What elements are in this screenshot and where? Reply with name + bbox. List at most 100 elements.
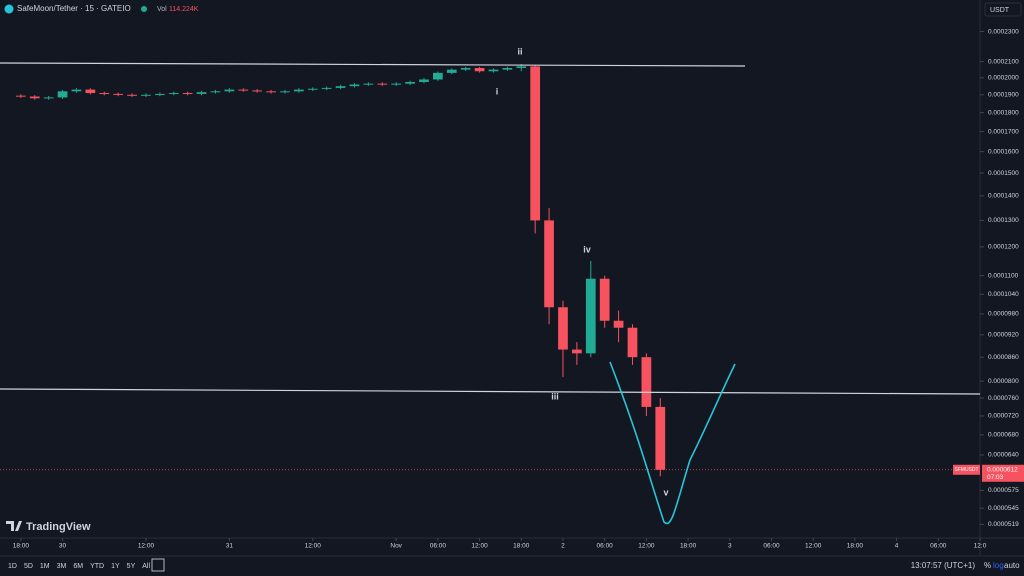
candle-body: [182, 93, 193, 95]
y-tick-label: 0.0001200: [988, 244, 1019, 251]
logo-icon: [6, 521, 22, 531]
x-tick-label: Nov: [390, 543, 402, 550]
y-tick-label: 0.0000760: [988, 395, 1019, 402]
candle-body: [224, 89, 235, 92]
y-tick-label: 0.0000680: [988, 432, 1019, 439]
candle-body: [15, 95, 26, 97]
candle-body: [419, 79, 429, 82]
candle-body: [266, 91, 276, 93]
price-tag-value: 0.0000612: [987, 466, 1018, 473]
candle-body: [405, 81, 415, 84]
auto-toggle[interactable]: auto: [1004, 561, 1020, 570]
price-tag-symbol: SFMUSDT: [954, 467, 978, 473]
y-tick-label: 0.0001100: [988, 272, 1019, 279]
y-tick-label: 0.0000980: [988, 311, 1019, 318]
candle-body: [113, 93, 124, 95]
candle-body: [516, 66, 527, 69]
percent-toggle[interactable]: %: [984, 561, 991, 570]
x-tick-label: 12:00: [471, 543, 488, 550]
projection-curve[interactable]: [609, 361, 736, 525]
wave-label: iv: [583, 244, 591, 254]
range-button[interactable]: YTD: [90, 563, 104, 570]
candle-body: [29, 96, 40, 99]
range-button[interactable]: 5D: [24, 563, 33, 570]
candle-body: [474, 68, 485, 72]
tradingview-logo[interactable]: TradingView: [26, 521, 91, 533]
y-tick-label: 0.0000519: [988, 521, 1019, 528]
y-tick-label: 0.0001900: [988, 92, 1019, 99]
y-tick-label: 0.0001800: [988, 109, 1019, 116]
wave-label: i: [496, 86, 499, 96]
range-button[interactable]: 1Y: [111, 563, 120, 570]
range-button[interactable]: All: [142, 563, 150, 570]
candle-body: [502, 68, 513, 70]
y-tick-label: 0.0000920: [988, 332, 1019, 339]
symbol-title[interactable]: SafeMoon/Tether · 15 · GATEIO: [17, 4, 131, 13]
currency-label[interactable]: USDT: [990, 7, 1010, 14]
wave-label: iii: [551, 391, 559, 401]
plot-area: [0, 31, 984, 541]
vol-label: Vol: [157, 6, 167, 13]
candle-body: [627, 327, 638, 358]
candle-body: [363, 83, 374, 85]
support-line[interactable]: [0, 388, 981, 395]
candle-body: [335, 86, 346, 88]
candle-body: [280, 91, 290, 93]
range-button[interactable]: 5Y: [127, 563, 136, 570]
range-button[interactable]: 3M: [57, 563, 67, 570]
candle-body: [238, 89, 249, 91]
candle-body: [460, 68, 471, 70]
y-tick-label: 0.0000720: [988, 413, 1019, 420]
candle-body: [349, 84, 360, 87]
candle-body: [168, 93, 179, 95]
candle-body: [307, 88, 318, 90]
candle-body: [585, 278, 596, 354]
date-range-icon[interactable]: [151, 558, 165, 572]
candle-body: [321, 87, 332, 89]
candle-body: [530, 66, 541, 221]
x-tick-label: 12:00: [138, 543, 155, 550]
x-tick-label: 06:00: [597, 543, 614, 550]
y-tick-label: 0.0000575: [988, 487, 1019, 494]
candle-body: [391, 83, 402, 85]
x-tick-label: 30: [59, 543, 67, 550]
market-status: [141, 6, 147, 12]
candle-body: [294, 89, 304, 92]
x-tick-label: 12:00: [805, 543, 822, 550]
range-button[interactable]: 1M: [40, 563, 50, 570]
range-button[interactable]: 6M: [73, 563, 83, 570]
candle-body: [252, 90, 263, 92]
y-tick-label: 0.0000800: [988, 378, 1019, 385]
candle-body: [558, 307, 568, 350]
candle-body: [57, 91, 68, 98]
candle-body: [599, 278, 610, 321]
y-tick-label: 0.0001040: [988, 291, 1019, 298]
price-tag-box: [982, 464, 1024, 482]
candle-body: [71, 89, 82, 92]
log-toggle[interactable]: log: [993, 561, 1004, 570]
x-tick-label: 06:00: [930, 543, 947, 550]
wave-label: v: [663, 487, 668, 497]
x-tick-label: 12:00: [638, 543, 655, 550]
candle-body: [655, 406, 666, 470]
candle-body: [377, 83, 388, 85]
candle-body: [154, 93, 165, 95]
x-tick-label: 2: [561, 543, 565, 550]
y-tick-label: 0.0000545: [988, 505, 1019, 512]
x-tick-label: 18:00: [847, 543, 864, 550]
candle-body: [43, 97, 54, 99]
price-tag-countdown: 07:03: [987, 474, 1004, 481]
range-button[interactable]: 1D: [8, 563, 17, 570]
x-tick-label: 4: [895, 543, 899, 550]
y-tick-label: 0.0000860: [988, 354, 1019, 361]
resistance-line[interactable]: [0, 62, 746, 67]
y-tick-label: 0.0001600: [988, 148, 1019, 155]
x-tick-label: 18:00: [513, 543, 530, 550]
symbol-logo: [4, 4, 14, 14]
clock: 13:07:57 (UTC+1): [911, 561, 976, 570]
y-tick-label: 0.0000640: [988, 452, 1019, 459]
currency-button[interactable]: [984, 2, 1022, 17]
candle-body: [544, 220, 554, 308]
